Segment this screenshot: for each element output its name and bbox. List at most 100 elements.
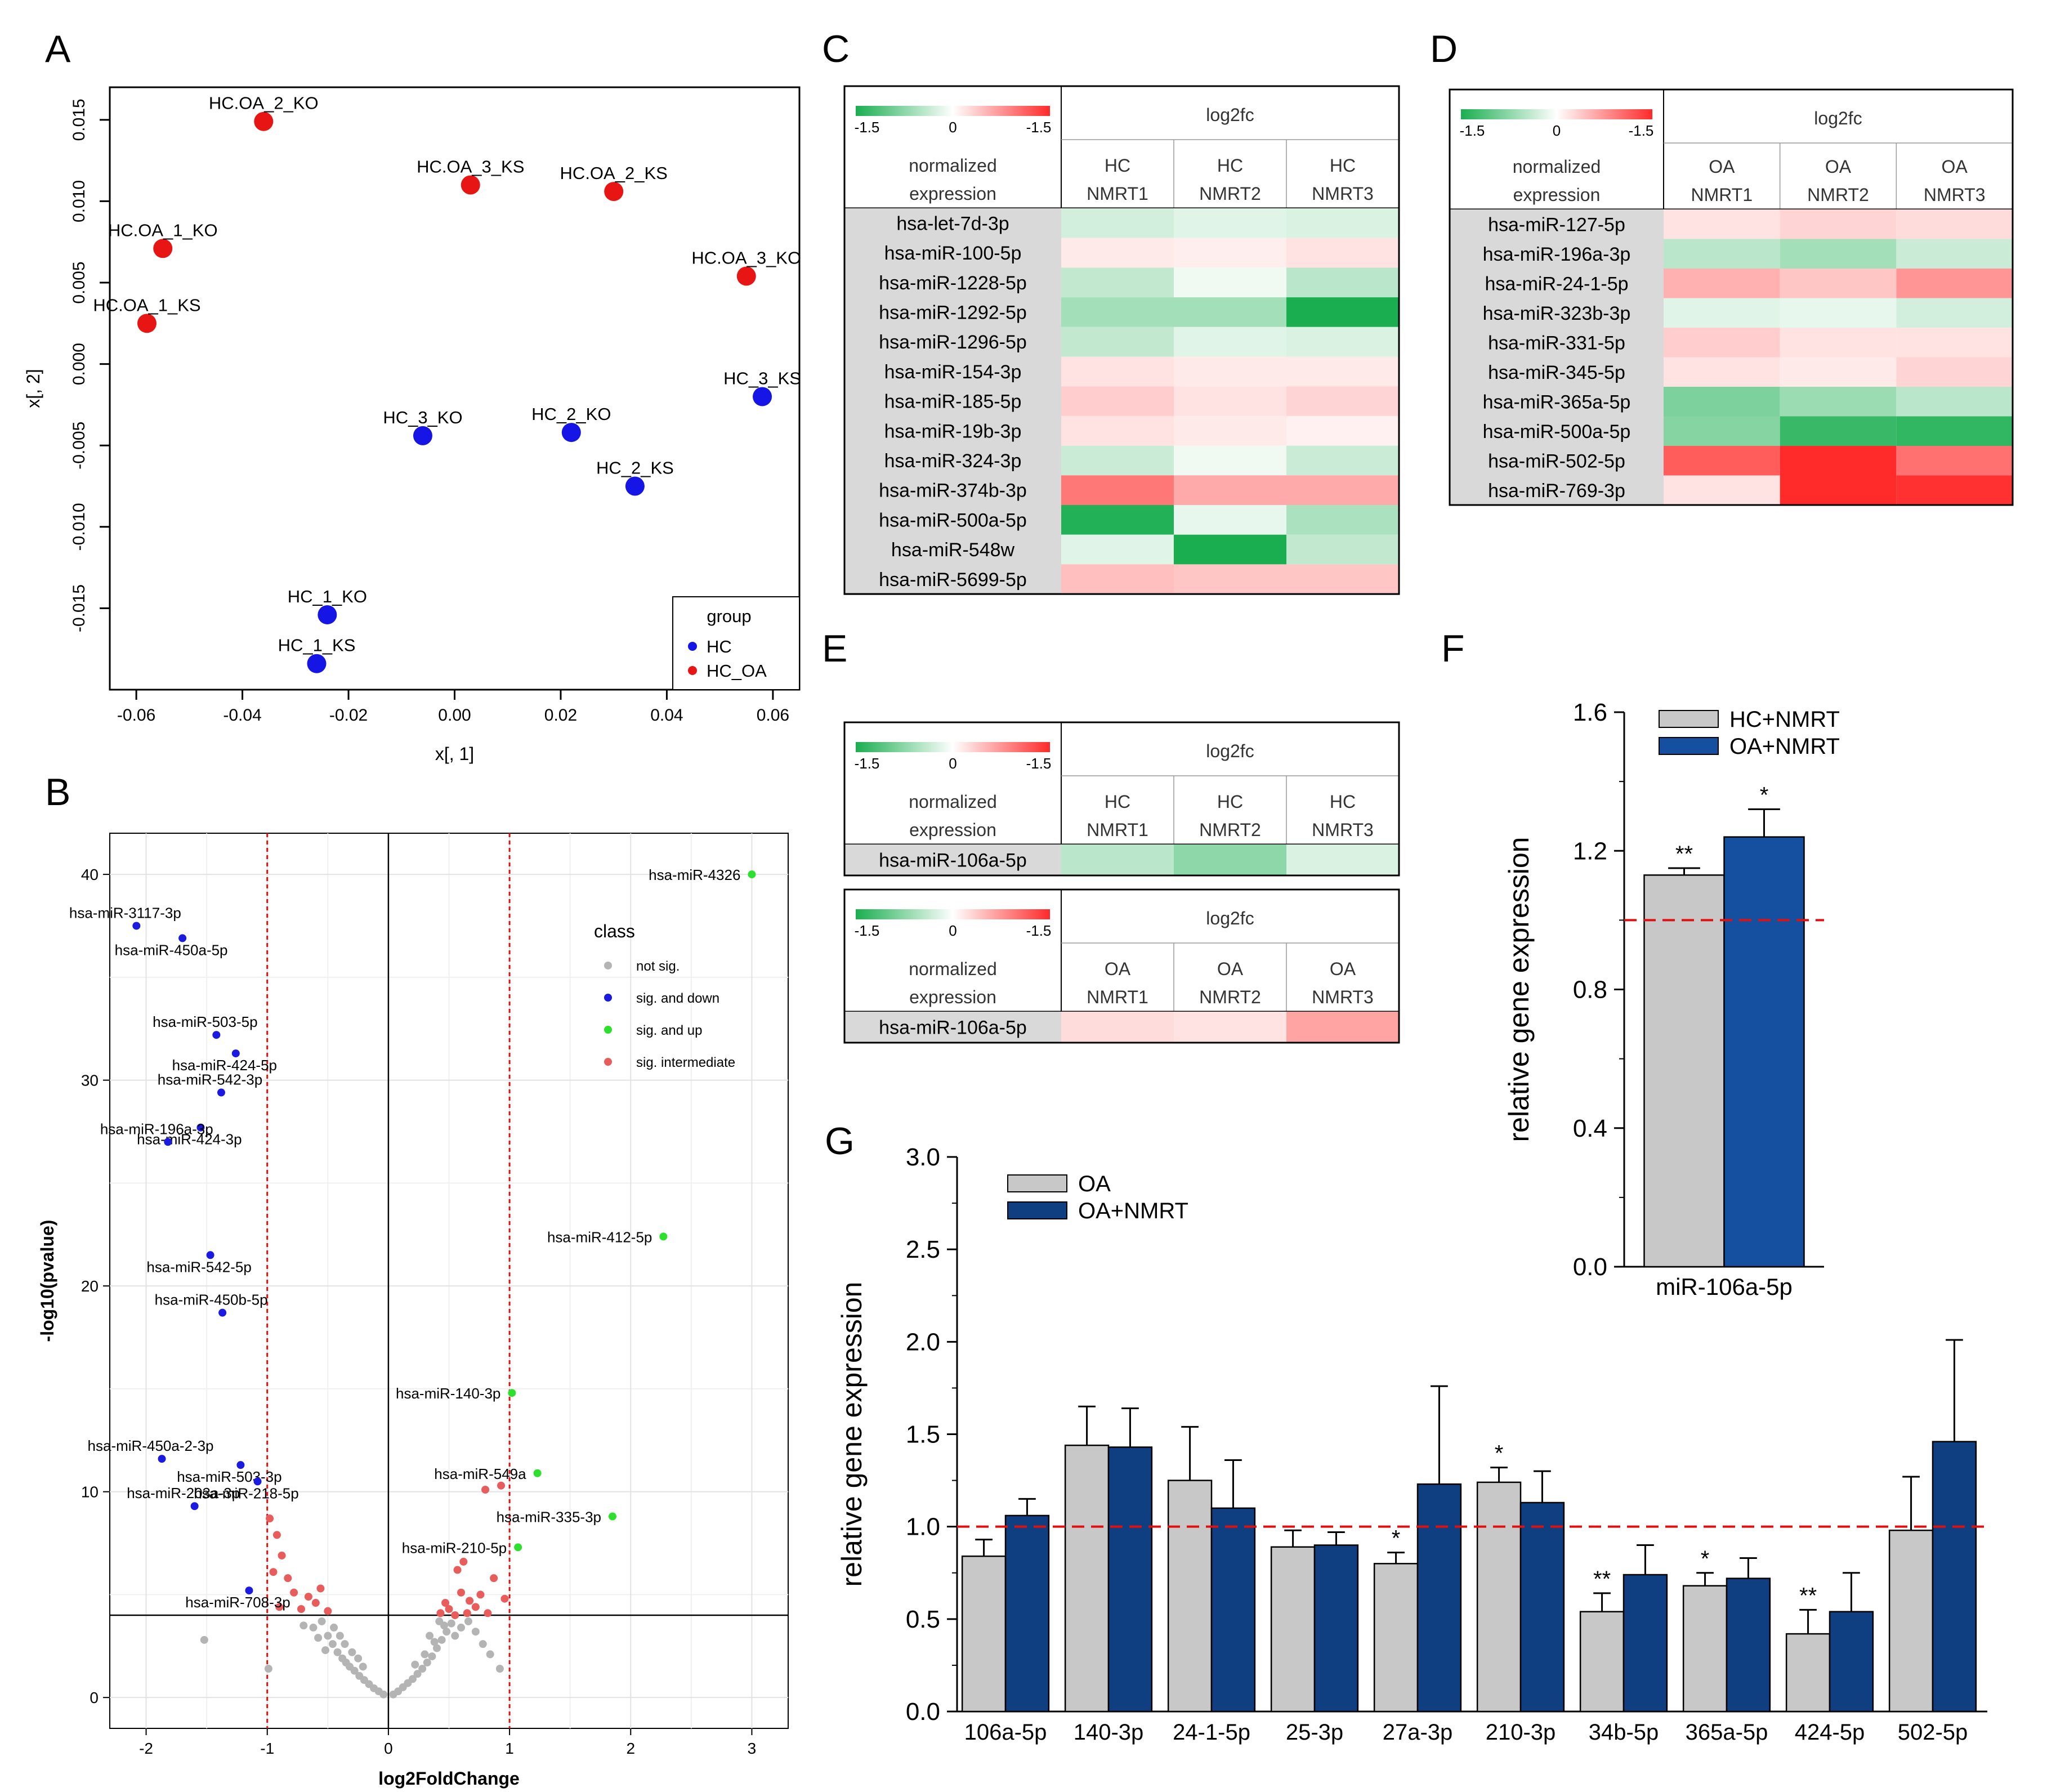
- y-tick-label: 2.0: [906, 1328, 940, 1356]
- column-header: NMRT1: [1087, 184, 1148, 204]
- column-header: OA: [1330, 959, 1356, 979]
- x-axis-label: log2FoldChange: [378, 1768, 520, 1789]
- heatmap-cell: [1896, 328, 2013, 357]
- y-tick-label: 0: [90, 1689, 99, 1706]
- legend-entry: OA+NMRT: [1078, 1199, 1188, 1223]
- color-scale-bar: [1461, 109, 1652, 119]
- column-header: HC: [1330, 792, 1356, 812]
- y-tick-label: 2.5: [906, 1236, 940, 1263]
- y-tick-label: 0.0: [906, 1698, 940, 1726]
- labeled-point: [217, 1088, 225, 1097]
- row-label: hsa-miR-1296-5p: [879, 332, 1027, 353]
- y-tick-label: -0.005: [70, 422, 88, 470]
- labeled-point: [178, 934, 187, 942]
- heatmap-cell: [1780, 298, 1897, 328]
- point-label: HC.OA_2_KS: [560, 163, 668, 183]
- legend-swatch: [1007, 1174, 1067, 1192]
- heatmap-cell: [1286, 534, 1399, 565]
- scale-label-mid: 0: [949, 755, 956, 772]
- heatmap-header: log2fc: [1206, 741, 1254, 761]
- data-point: [753, 387, 772, 406]
- corner-label-line1: normalized: [909, 155, 997, 176]
- x-tick-label: -2: [139, 1740, 153, 1757]
- notsig-point: [336, 1632, 344, 1640]
- y-tick-label: 0.5: [906, 1606, 940, 1633]
- intermediate-point: [500, 1594, 509, 1603]
- column-header: NMRT3: [1312, 184, 1374, 204]
- row-label: hsa-miR-500a-5p: [1483, 421, 1631, 443]
- heatmap-cell: [1896, 269, 2013, 298]
- legend-title: group: [707, 606, 751, 626]
- heatmap-cell: [1174, 564, 1286, 595]
- x-tick-label: 3: [748, 1740, 757, 1757]
- labeled-point: [748, 870, 756, 879]
- point-label: hsa-miR-218-5p: [194, 1485, 298, 1501]
- y-tick-label: 1.6: [1573, 699, 1607, 726]
- heatmap-cell: [1286, 475, 1399, 505]
- panel-label-B: B: [45, 771, 70, 814]
- y-tick-label: 0.8: [1573, 976, 1607, 1004]
- bar: [1004, 1514, 1050, 1713]
- panel-label-F: F: [1441, 627, 1465, 670]
- row-label: hsa-miR-1228-5p: [879, 272, 1027, 294]
- notsig-point: [435, 1617, 444, 1625]
- y-tick-label: 1.2: [1573, 837, 1607, 865]
- heatmap-cell: [1286, 267, 1399, 298]
- legend-entry: not sig.: [636, 959, 680, 974]
- labeled-point: [190, 1502, 199, 1511]
- legend-marker: [604, 1058, 612, 1066]
- x-tick-label: 365a-5p: [1686, 1720, 1768, 1745]
- labeled-point: [212, 1031, 221, 1039]
- labeled-point: [218, 1308, 227, 1317]
- significance-star: *: [1701, 1547, 1710, 1571]
- heatmap-cell: [1174, 267, 1286, 298]
- column-header: NMRT1: [1691, 185, 1753, 205]
- bar: [1888, 1529, 1934, 1713]
- heatmap-cell: [1780, 269, 1897, 298]
- intermediate-point: [284, 1574, 292, 1583]
- bar: [1416, 1483, 1462, 1713]
- intermediate-point: [445, 1605, 453, 1613]
- point-label: hsa-miR-549a: [434, 1465, 526, 1482]
- corner-label-line1: normalized: [909, 792, 997, 812]
- heatmap-cell: [1664, 357, 1780, 387]
- y-tick-label: 0.015: [70, 99, 88, 141]
- notsig-point: [264, 1665, 272, 1673]
- intermediate-point: [278, 1551, 286, 1559]
- x-tick-label: 210-3p: [1486, 1720, 1556, 1745]
- row-label: hsa-miR-345-5p: [1488, 362, 1625, 383]
- notsig-point: [447, 1619, 455, 1628]
- heatmap-outline: [1449, 88, 2014, 506]
- significance-star: **: [1675, 842, 1693, 866]
- heatmap-cell: [1664, 298, 1780, 328]
- y-axis-label: relative gene expression: [1503, 837, 1535, 1142]
- heatmap-cell: [1061, 475, 1174, 505]
- bar: [1313, 1544, 1359, 1713]
- y-tick-label: 0.0: [1573, 1253, 1607, 1281]
- heatmap-cell: [1780, 239, 1897, 269]
- row-label: hsa-miR-185-5p: [884, 391, 1022, 413]
- column-header: HC: [1330, 155, 1356, 176]
- bar: [1476, 1481, 1522, 1713]
- point-label: hsa-miR-140-3p: [396, 1385, 500, 1402]
- heatmap-cell: [1286, 238, 1399, 268]
- intermediate-point: [497, 1481, 506, 1490]
- point-label: hsa-miR-503-3p: [177, 1468, 281, 1485]
- intermediate-point: [476, 1590, 485, 1599]
- notsig-point: [428, 1652, 436, 1661]
- notsig-point: [451, 1632, 459, 1640]
- heatmap-cell: [1286, 505, 1399, 535]
- heatmap-cell: [1286, 327, 1399, 357]
- labeled-point: [164, 1138, 172, 1146]
- color-scale-bar: [856, 106, 1050, 116]
- labeled-point: [236, 1461, 245, 1469]
- legend-entry: HC_OA: [707, 661, 767, 681]
- x-tick-label: 2: [626, 1740, 635, 1757]
- y-tick-label: 10: [81, 1483, 99, 1501]
- heatmap-cell: [1896, 387, 2013, 417]
- heatmap-cell: [1061, 238, 1174, 268]
- heatmap-cell: [1664, 446, 1780, 476]
- column-header: HC: [1217, 155, 1243, 176]
- notsig-point: [426, 1632, 434, 1640]
- x-tick-label: 0: [384, 1740, 393, 1757]
